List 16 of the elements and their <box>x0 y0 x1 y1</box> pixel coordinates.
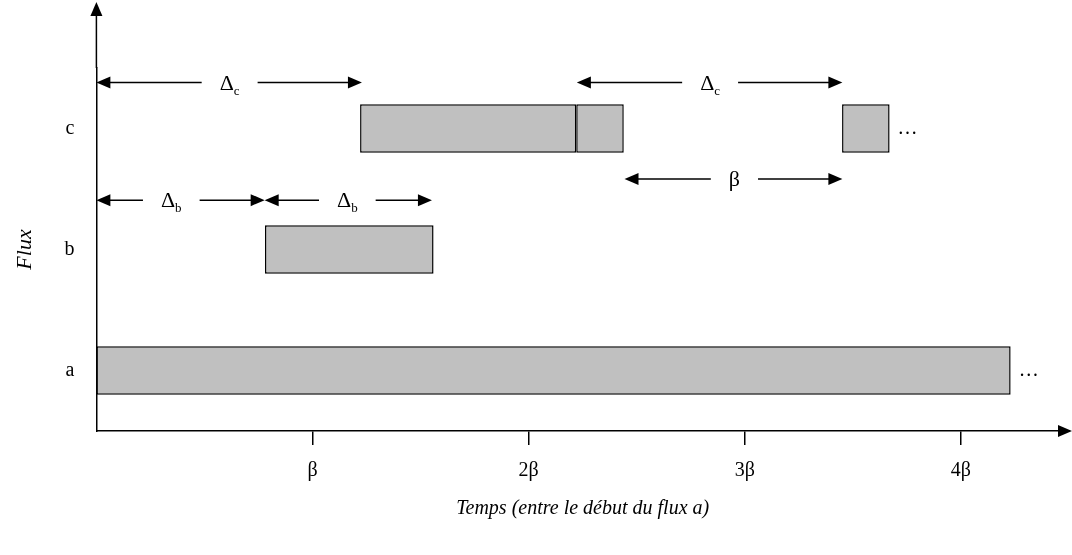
annotation: Δ$_{c}$ <box>219 69 240 100</box>
data-label: … <box>897 115 918 138</box>
annotation: Δ$_{b}$ <box>337 187 358 218</box>
y-tick-label: c <box>65 115 75 138</box>
x-axis-title: Temps (entre le début du flux a) <box>456 496 710 520</box>
data-label: … <box>1018 357 1039 380</box>
x-tick-label: 2β <box>518 458 539 482</box>
annotation: β <box>728 166 741 193</box>
annotation: Δ$_{b}$ <box>160 187 182 218</box>
annotation: Δ$_{c}$ <box>700 69 721 100</box>
y-axis-title: Flux <box>10 229 36 271</box>
y-tick-label: a <box>65 357 75 380</box>
x-tick-label: 3β <box>734 458 755 482</box>
x-tick-label: β <box>307 458 318 482</box>
x-tick-label: 4β <box>950 458 972 482</box>
y-tick-label: b <box>64 236 75 259</box>
